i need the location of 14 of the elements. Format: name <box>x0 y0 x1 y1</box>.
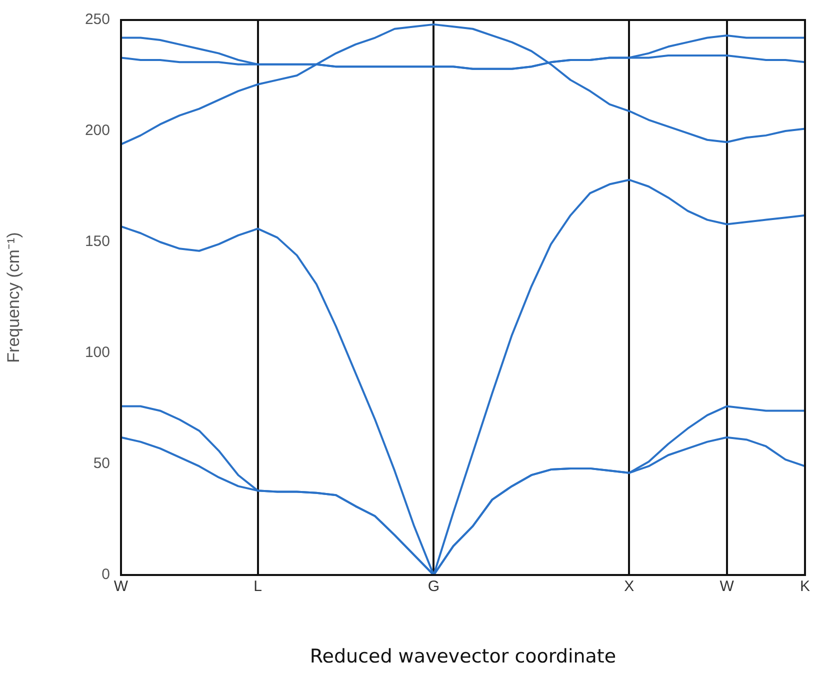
y-tick-label: 250 <box>84 11 110 28</box>
y-tick-label: 50 <box>93 455 110 472</box>
y-tick-label: 200 <box>84 122 110 140</box>
x-tick-label: W <box>720 578 735 596</box>
x-tick-label: L <box>254 578 262 596</box>
x-tick-label: X <box>624 578 634 596</box>
y-tick-label: 150 <box>84 233 110 250</box>
y-tick-label: 100 <box>84 344 110 362</box>
x-tick-label: G <box>428 578 440 596</box>
x-tick-label: K <box>800 578 810 596</box>
x-axis-title: Reduced wavevector coordinate <box>310 646 616 668</box>
x-tick-label: W <box>114 578 129 596</box>
y-axis-title: Frequency (cm⁻¹) <box>4 232 23 363</box>
y-tick-label: 0 <box>102 566 110 584</box>
